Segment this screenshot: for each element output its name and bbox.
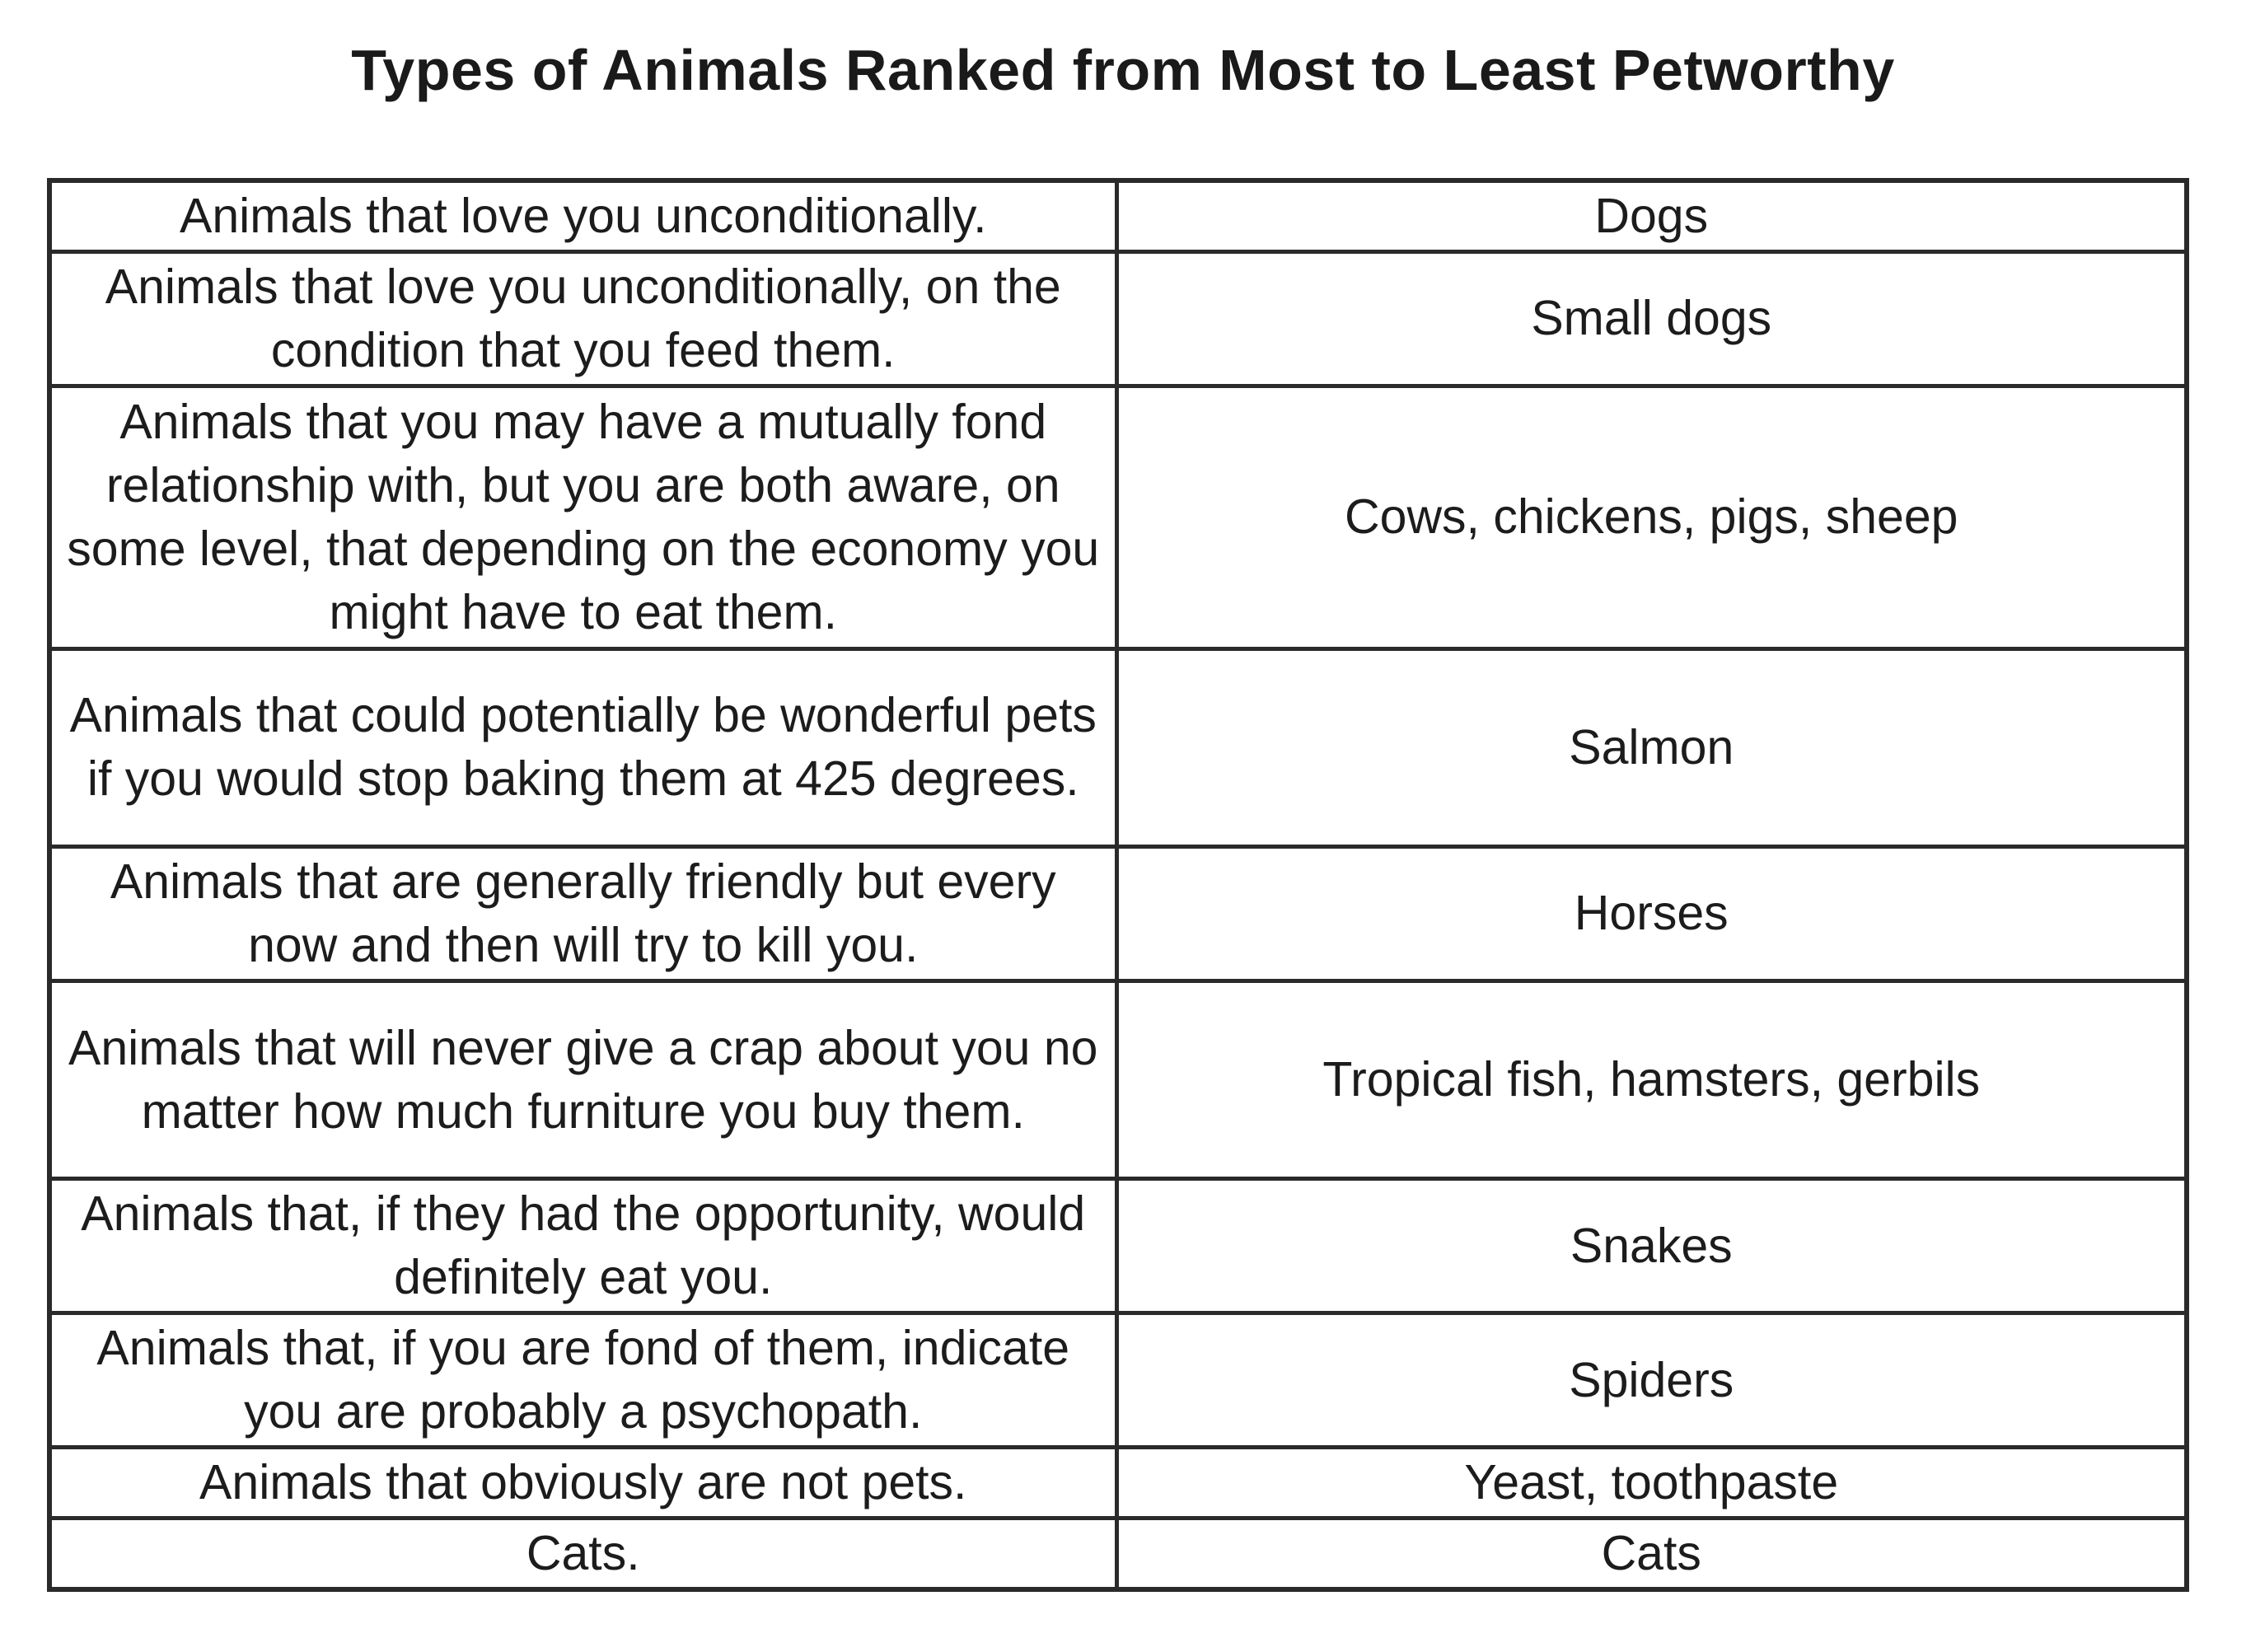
table-row: Animals that, if you are fond of them, i… [47,1311,2189,1450]
table-row: Animals that love you unconditionally, o… [47,249,2189,388]
row-animals: Snakes [1114,1177,2189,1316]
table-row: Animals that obviously are not pets. Yea… [47,1445,2189,1521]
row-description: Animals that will never give a crap abou… [47,979,1119,1182]
ranking-table: Animals that love you unconditionally. D… [47,178,2189,1592]
row-animals: Cows, chickens, pigs, sheep [1114,383,2189,651]
row-animals: Dogs [1114,178,2189,254]
row-description: Animals that love you unconditionally. [47,178,1119,254]
row-animals: Salmon [1114,646,2189,849]
row-description: Animals that, if they had the opportunit… [47,1177,1119,1316]
row-animals: Small dogs [1114,249,2189,388]
row-description: Animals that obviously are not pets. [47,1445,1119,1521]
table-row: Animals that are generally friendly but … [47,844,2189,984]
table-row: Animals that you may have a mutually fon… [47,383,2189,651]
row-description: Cats. [47,1516,1119,1592]
row-animals: Cats [1114,1516,2189,1592]
row-description: Animals that could potentially be wonder… [47,646,1119,849]
row-description: Animals that, if you are fond of them, i… [47,1311,1119,1450]
row-animals: Horses [1114,844,2189,984]
table-row: Animals that, if they had the opportunit… [47,1177,2189,1316]
row-animals: Spiders [1114,1311,2189,1450]
row-description: Animals that are generally friendly but … [47,844,1119,984]
table-row: Animals that love you unconditionally. D… [47,178,2189,254]
table-row: Cats. Cats [47,1516,2189,1592]
row-animals: Yeast, toothpaste [1114,1445,2189,1521]
row-description: Animals that love you unconditionally, o… [47,249,1119,388]
row-animals: Tropical fish, hamsters, gerbils [1114,979,2189,1182]
table-row: Animals that could potentially be wonder… [47,646,2189,849]
row-description: Animals that you may have a mutually fon… [47,383,1119,651]
table-row: Animals that will never give a crap abou… [47,979,2189,1182]
page-title: Types of Animals Ranked from Most to Lea… [351,38,1895,102]
